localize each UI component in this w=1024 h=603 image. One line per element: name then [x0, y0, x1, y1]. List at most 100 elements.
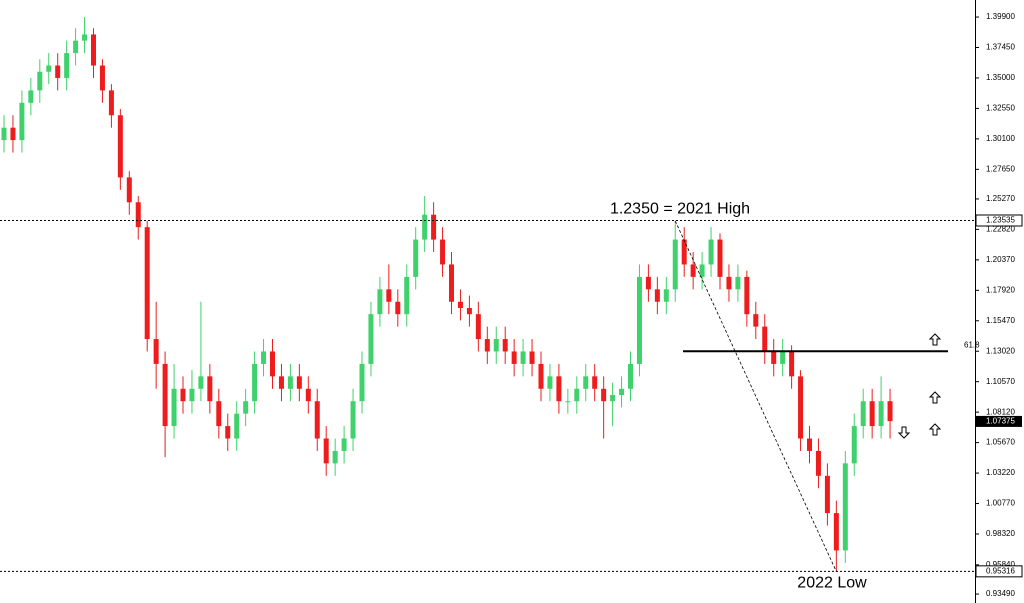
candle-body [422, 214, 428, 240]
candle-body [654, 289, 660, 302]
candle-body [762, 326, 768, 352]
y-tick-label: 1.30100 [986, 134, 1015, 143]
candle-body [278, 376, 284, 389]
candle-body [377, 289, 383, 315]
candle-body [305, 388, 311, 402]
y-tick-label: 1.13020 [986, 346, 1015, 355]
candle-body [619, 388, 625, 395]
candle-body [10, 127, 16, 141]
candle-body [225, 426, 231, 439]
y-tick-label: 0.95840 [986, 560, 1015, 569]
candle-body [28, 90, 34, 103]
candle-body [99, 65, 105, 91]
candle-body [771, 351, 777, 364]
candle-body [350, 401, 356, 439]
candle-body [511, 351, 517, 364]
candle-body [180, 388, 186, 402]
candle-body [126, 177, 132, 203]
fib-diagonal [674, 220, 837, 572]
candle-body [798, 376, 804, 439]
candle-body [287, 376, 293, 389]
candle-body [699, 264, 705, 277]
y-tick-label: 1.03220 [986, 468, 1015, 477]
price-box [976, 415, 1022, 427]
candle-body [708, 239, 714, 265]
candle-body [520, 351, 526, 364]
level-box [975, 214, 1023, 227]
candle-body [341, 438, 347, 451]
candle-body [583, 376, 589, 389]
candle-body [466, 307, 472, 315]
candle-body [529, 351, 535, 364]
candle-body [502, 339, 508, 352]
candle-body [744, 276, 750, 315]
arrows [897, 333, 942, 439]
candle-body [359, 363, 365, 402]
candle-body [243, 401, 249, 414]
candle-body [672, 239, 678, 290]
up-arrow [928, 391, 942, 404]
candle-body [296, 376, 302, 389]
candle-body [91, 34, 96, 66]
level-box [975, 565, 1023, 578]
fib-label: 61.8 [964, 340, 980, 349]
candle-body [19, 102, 25, 141]
candle-body [690, 264, 696, 277]
candle-body [440, 239, 446, 265]
candle-body [851, 426, 857, 464]
candle-body [815, 450, 821, 476]
y-tick-label: 1.22820 [986, 224, 1015, 233]
up-arrow [928, 333, 942, 346]
candle-body [610, 394, 616, 402]
candle-body [636, 276, 642, 364]
candle-body [735, 276, 741, 290]
candle-body [645, 276, 651, 290]
candle-body [860, 401, 866, 427]
candle-body [198, 376, 204, 389]
candle-body [144, 227, 150, 340]
candle-body [681, 239, 687, 265]
y-tick-label: 1.35000 [986, 73, 1015, 82]
candle-body [162, 363, 168, 427]
candle-body [833, 513, 839, 551]
candle-body [824, 475, 830, 514]
candle-body [780, 351, 786, 364]
candle-body [189, 388, 195, 402]
y-tick-label: 1.39900 [986, 12, 1015, 21]
candle-body [332, 450, 338, 464]
candle-body [216, 401, 222, 427]
candle-body [726, 276, 732, 290]
candle-body [64, 53, 70, 78]
y-tick-label: 1.08120 [986, 407, 1015, 416]
candle-body [386, 289, 392, 302]
candle-body [431, 214, 437, 240]
candle-body [842, 463, 848, 551]
candle-body [270, 351, 275, 377]
candle-body [73, 40, 79, 54]
candle-body [252, 363, 258, 402]
candle-body [484, 339, 490, 352]
low-annotation: 2022 Low [797, 575, 867, 592]
candle-body [207, 376, 213, 402]
candle-body [717, 239, 723, 277]
y-tick-label: 1.37450 [986, 43, 1015, 52]
high-annotation: 1.2350 = 2021 High [610, 201, 750, 218]
candle-body [565, 401, 571, 403]
candle-body [234, 413, 240, 439]
candle-body [878, 401, 884, 427]
y-tick-label: 1.00770 [986, 499, 1015, 508]
candle-body [46, 65, 52, 72]
candle-body [789, 351, 795, 377]
current-price: 1.07375 [986, 417, 1015, 426]
candle-body [753, 314, 759, 327]
candle-body [314, 401, 320, 439]
candle-body [807, 438, 812, 451]
y-tick-label: 1.10570 [986, 377, 1015, 386]
y-tick-label: 0.98320 [986, 529, 1015, 538]
candle-body [592, 376, 598, 389]
candle-body [82, 34, 88, 41]
candle-body [449, 264, 454, 302]
level-label: 0.95316 [986, 566, 1015, 575]
y-tick-label: 1.20370 [986, 255, 1015, 264]
